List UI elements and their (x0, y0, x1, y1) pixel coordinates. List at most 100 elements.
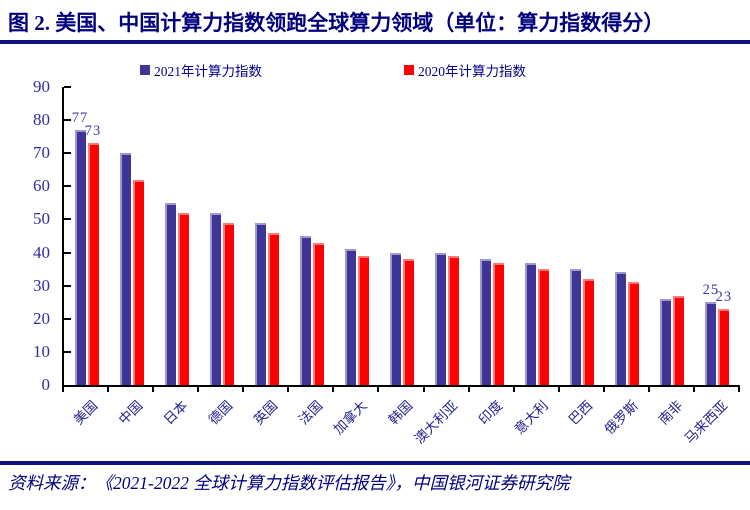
x-axis-label: 日本 (160, 397, 191, 428)
y-tick (64, 350, 71, 353)
bar (538, 269, 550, 385)
bar (177, 212, 189, 385)
x-tick (107, 387, 110, 392)
x-tick (332, 387, 335, 392)
title-divider (0, 40, 750, 44)
legend-swatch-icon (140, 65, 150, 75)
x-tick (197, 387, 200, 392)
x-tick (152, 387, 155, 392)
x-axis-label: 巴西 (565, 397, 596, 428)
bar (312, 242, 324, 385)
y-tick (64, 317, 71, 320)
bar (357, 255, 369, 385)
bar (480, 259, 492, 385)
y-tick (64, 218, 71, 221)
x-tick (287, 387, 290, 392)
legend-item: 2021年计算力指数 (140, 60, 262, 80)
bar-group: 日本 (154, 87, 199, 428)
bar-group: 意大利 (511, 87, 560, 437)
legend-label: 2020年计算力指数 (418, 64, 526, 79)
x-tick (62, 387, 64, 392)
x-axis-label: 马来西亚 (682, 397, 731, 447)
plot-area: 77 73 美国 中国 日本 德国 英国 法国 加拿大 韩国 澳大利亚 印度 意大利 巴西 俄罗斯 南非 25 2… (62, 87, 740, 447)
bar (402, 259, 414, 385)
x-axis-label: 加拿大 (331, 397, 371, 438)
bar-group: 77 73 美国 (64, 87, 109, 427)
bar: 73 (85, 123, 100, 385)
x-axis-label: 意大利 (511, 397, 551, 438)
bar: 23 (716, 289, 731, 385)
legend-swatch-icon (404, 65, 414, 75)
bar-group: 加拿大 (331, 87, 379, 437)
bar (493, 262, 505, 385)
bar (448, 255, 460, 385)
x-axis-label: 韩国 (385, 397, 416, 428)
x-tick (602, 387, 605, 392)
y-tick (64, 185, 71, 188)
bar (660, 298, 672, 385)
bar-group: 澳大利亚 (412, 87, 470, 447)
bar-group: 韩国 (379, 87, 424, 428)
bar-group: 法国 (289, 87, 334, 428)
x-axis-label: 德国 (205, 397, 236, 428)
x-tick (647, 387, 650, 392)
x-axis-label: 俄罗斯 (601, 397, 641, 438)
y-axis-label: 60 (33, 176, 50, 196)
x-tick (377, 387, 380, 392)
bar (435, 252, 447, 385)
legend-label: 2021年计算力指数 (154, 64, 262, 79)
x-tick (557, 387, 560, 392)
bar-group: 巴西 (560, 87, 605, 428)
x-tick (242, 387, 245, 392)
y-axis-label: 50 (33, 209, 50, 229)
bar-group: 印度 (470, 87, 515, 428)
x-tick (467, 387, 470, 392)
x-axis-label: 法国 (295, 397, 326, 428)
x-tick (738, 387, 740, 392)
source-note: 资料来源：《2021-2022 全球计算力指数评估报告》，中国银河证券研究院 (8, 473, 570, 493)
y-axis-label: 10 (33, 341, 50, 361)
bar (132, 179, 144, 385)
y-tick (64, 86, 71, 88)
legend-item: 2020年计算力指数 (404, 60, 526, 80)
y-axis-label: 0 (41, 375, 51, 394)
y-tick (64, 251, 71, 254)
value-label: 23 (715, 288, 733, 305)
bar-group: 德国 (199, 87, 244, 428)
y-tick (64, 284, 71, 287)
y-axis-label: 20 (33, 308, 50, 328)
bar (628, 282, 640, 385)
chart-legend: 2021年计算力指数 2020年计算力指数 (140, 60, 526, 80)
bar (344, 249, 356, 385)
bar: 25 (703, 282, 718, 385)
x-axis-label: 澳大利亚 (411, 397, 461, 447)
figure-title: 图 2. 美国、中国计算力指数领跑全球算力领域（单位：算力指数得分） (8, 11, 665, 35)
value-label: 73 (84, 123, 102, 140)
y-axis-label: 30 (33, 275, 50, 295)
bar (583, 279, 595, 385)
y-axis-label: 90 (33, 77, 50, 96)
y-tick (64, 152, 71, 155)
bar (525, 262, 537, 385)
x-tick (422, 387, 425, 392)
y-axis-label: 80 (33, 110, 50, 130)
bar: 77 (72, 110, 87, 385)
x-axis-label: 中国 (115, 397, 146, 428)
x-axis-label: 英国 (250, 397, 281, 428)
bar-group: 中国 (109, 87, 154, 428)
bar-group: 俄罗斯 (601, 87, 650, 437)
x-axis-label: 印度 (475, 397, 506, 428)
bar (119, 153, 131, 385)
bar (673, 295, 685, 385)
x-tick (512, 387, 515, 392)
x-tick (692, 387, 695, 392)
bar (570, 269, 582, 385)
bar (164, 202, 176, 385)
bar (299, 236, 311, 385)
bar-group: 南非 (650, 87, 695, 428)
bar-group: 25 23 马来西亚 (682, 87, 740, 446)
bar (209, 212, 221, 385)
y-tick (64, 119, 71, 122)
x-axis-label: 南非 (656, 397, 686, 428)
